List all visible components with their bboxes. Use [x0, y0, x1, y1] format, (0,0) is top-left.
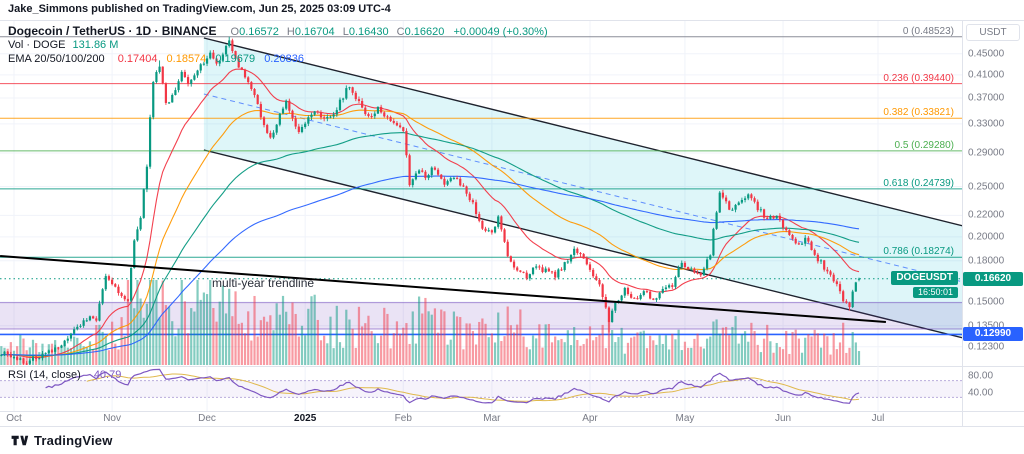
- volume-bars: [0, 280, 861, 365]
- candles: [0, 36, 861, 365]
- last-price-axis-badge: 0.16620: [963, 271, 1023, 286]
- attribution-bar: Jake_Simmons published on TradingView.co…: [8, 3, 391, 15]
- rsi-timeaxis-separator: [0, 411, 1024, 412]
- ema50-value: 0.18574: [166, 53, 207, 65]
- ema20-value: 0.17404: [117, 53, 158, 65]
- ema200-value: 0.20836: [264, 53, 304, 65]
- symbol-floating-badge: DOGEUSDT: [891, 270, 958, 285]
- rsi-value: 40.79: [93, 369, 122, 381]
- close-label: C: [396, 26, 405, 38]
- footer-separator: [0, 426, 1024, 427]
- symbol-legend: Dogecoin / TetherUS · 1D · BINANCE O0.16…: [8, 24, 548, 38]
- low-value: 0.16430: [348, 26, 389, 38]
- open-label: O: [230, 26, 240, 38]
- top-separator: [0, 20, 1024, 21]
- descending-channel: [203, 37, 962, 339]
- ema-label[interactable]: EMA 20/50/100/200: [8, 53, 105, 65]
- trendline-annotation: multi-year trendline: [212, 276, 315, 290]
- support-level-axis-badge: 0.12990: [963, 327, 1023, 342]
- price-axis-separator[interactable]: [962, 20, 963, 426]
- rsi-pane-graphics: [0, 368, 962, 404]
- rsi-label[interactable]: RSI (14, close): [8, 369, 81, 381]
- ema100-value: 0.19679: [215, 53, 256, 65]
- trendlines: [0, 255, 886, 324]
- close-value: 0.16620: [404, 26, 445, 38]
- gridlines: [0, 21, 962, 411]
- currency-toggle[interactable]: USDT: [966, 24, 1020, 41]
- volume-value: 131.86 M: [72, 39, 119, 51]
- rsi-legend: RSI (14, close) 40.79: [8, 369, 121, 381]
- price-rsi-separator[interactable]: [0, 366, 1024, 367]
- footer-bar: TradingView: [0, 427, 1024, 454]
- high-value: 0.16704: [294, 26, 335, 38]
- tradingview-logo[interactable]: [10, 431, 29, 450]
- ema-legend: EMA 20/50/100/200 0.17404 0.18574 0.1967…: [8, 53, 304, 65]
- volume-legend: Vol · DOGE 131.86 M: [8, 39, 118, 51]
- attribution-text: Jake_Simmons published on TradingView.co…: [8, 3, 391, 15]
- candle-countdown-badge: 16:50:01: [912, 286, 958, 298]
- symbol-title[interactable]: Dogecoin / TetherUS · 1D · BINANCE: [8, 24, 217, 38]
- change-value: +0.00049 (+0.30%): [453, 26, 548, 38]
- open-value: 0.16572: [239, 26, 279, 38]
- brand-name[interactable]: TradingView: [34, 433, 113, 448]
- volume-label[interactable]: Vol · DOGE: [8, 39, 66, 51]
- high-label: H: [286, 26, 295, 38]
- low-label: L: [342, 26, 349, 38]
